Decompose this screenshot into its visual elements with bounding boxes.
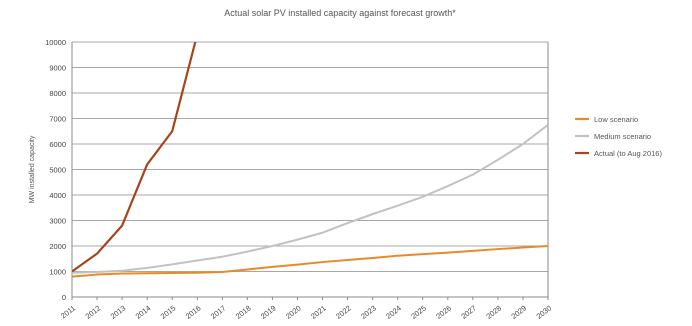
x-tick-label: 2028 [484,303,503,320]
x-tick-label: 2016 [184,303,203,320]
y-tick-label: 4000 [49,191,66,200]
x-tick-label: 2022 [334,303,353,320]
y-tick-label: 3000 [49,217,66,226]
x-tick-label: 2029 [509,303,528,320]
x-tick-label: 2023 [359,303,378,320]
x-tick-label: 2011 [59,303,77,320]
x-tick-label: 2024 [384,303,403,320]
y-axis-label: MW installed capacity [29,135,36,203]
y-tick-label: 7000 [49,115,66,124]
x-tick-label: 2027 [459,303,478,320]
x-tick-label: 2018 [234,303,253,320]
x-tick-label: 2030 [535,303,554,320]
x-tick-label: 2019 [259,303,278,320]
chart-title: Actual solar PV installed capacity again… [224,8,456,18]
series-line-actual-to-aug-2016 [72,42,197,273]
x-tick-label: 2025 [409,303,428,320]
y-tick-label: 5000 [49,166,66,175]
y-tick-label: 8000 [49,89,66,98]
y-tick-label: 10000 [45,38,66,47]
series-line-low-scenario [72,245,548,278]
x-tick-label: 2013 [109,303,128,320]
series-line-medium-scenario [72,124,548,274]
x-tick-label: 2014 [134,303,153,320]
x-tick-label: 2015 [159,303,178,320]
legend-label: Actual (to Aug 2016) [594,149,662,158]
y-tick-label: 6000 [49,140,66,149]
x-tick-label: 2012 [84,303,103,320]
x-tick-label: 2021 [309,303,328,320]
y-tick-label: 1000 [49,268,66,277]
legend-label: Medium scenario [594,132,651,141]
y-tick-label: 0 [62,293,66,302]
x-tick-label: 2020 [284,303,303,320]
y-tick-label: 9000 [49,64,66,73]
x-tick-label: 2026 [434,303,453,320]
y-tick-label: 2000 [49,242,66,251]
x-tick-label: 2017 [209,303,228,320]
legend-label: Low scenario [594,115,638,124]
